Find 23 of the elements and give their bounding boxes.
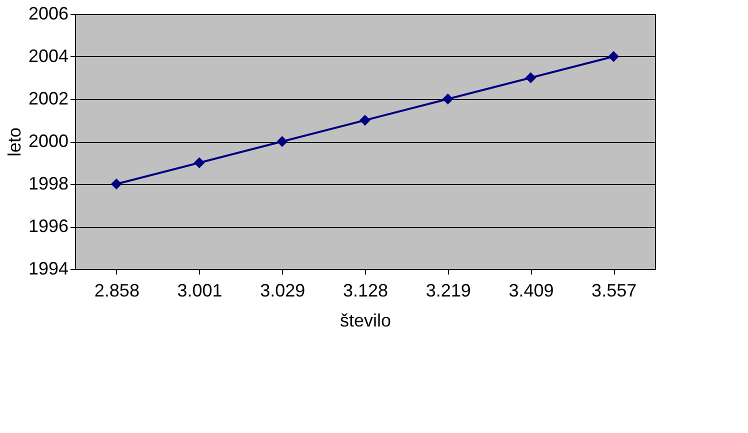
x-tick-label: 3.409 bbox=[508, 280, 554, 300]
x-tick-label: 3.029 bbox=[260, 280, 306, 300]
x-tick-label: 2.858 bbox=[94, 280, 140, 300]
point bbox=[276, 136, 288, 147]
point bbox=[194, 157, 205, 168]
point bbox=[525, 72, 536, 84]
point bbox=[110, 178, 122, 190]
y-tick-label: 1998 bbox=[28, 174, 68, 194]
y-tick-label: 2002 bbox=[28, 88, 68, 108]
y-tick-label: 1996 bbox=[28, 216, 68, 236]
y-tick-label: 2004 bbox=[28, 46, 68, 66]
point bbox=[442, 94, 454, 104]
y-tick-label: 1994 bbox=[28, 258, 68, 278]
x-axis-title: število bbox=[340, 310, 392, 330]
y-tick-label: 2006 bbox=[28, 4, 68, 24]
x-tick-label: 3.128 bbox=[342, 280, 388, 300]
x-tick-label: 3.557 bbox=[592, 280, 637, 300]
y-axis-title: leto bbox=[4, 127, 24, 157]
x-tick-label: 3.001 bbox=[177, 280, 222, 300]
x-tick-label: 3.219 bbox=[426, 280, 471, 300]
point bbox=[608, 51, 620, 62]
point bbox=[360, 114, 370, 126]
y-tick-label: 2000 bbox=[28, 131, 68, 151]
